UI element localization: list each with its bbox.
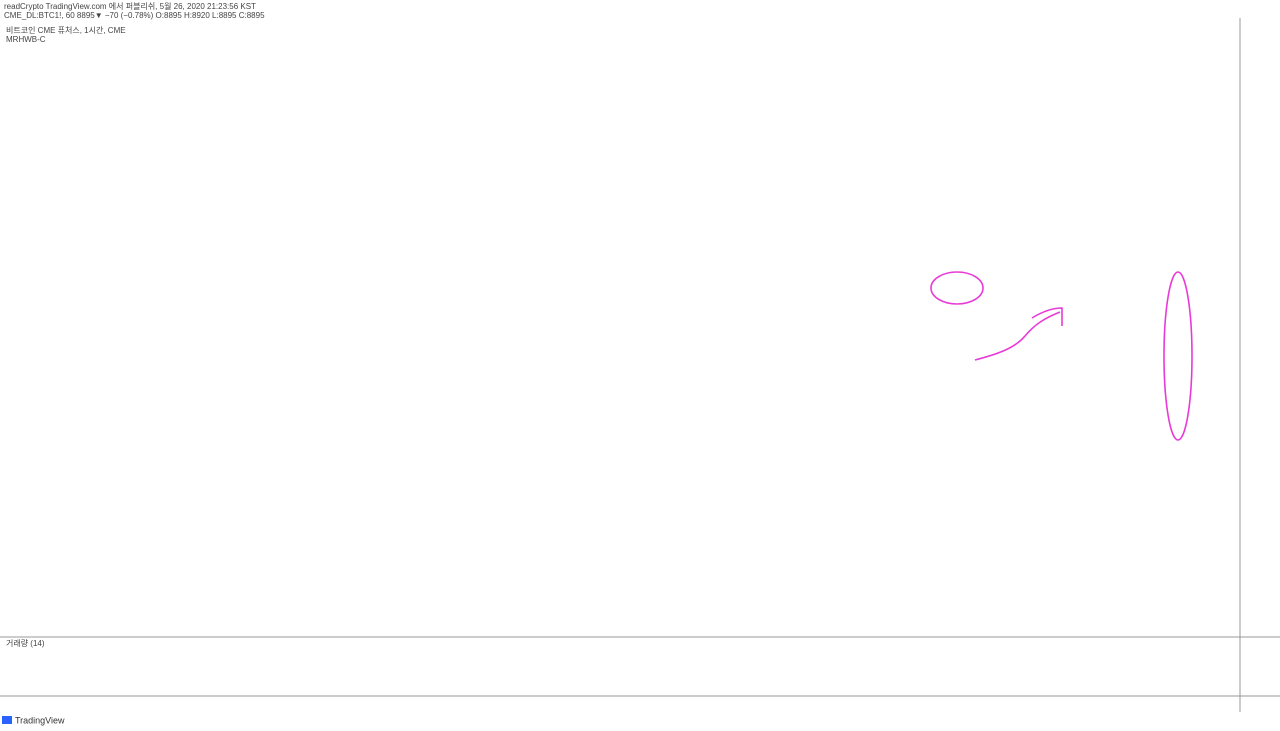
axes [0,18,1280,712]
indicator-name: MRHWB-C [6,35,46,44]
symbol-line: CME_DL:BTC1!, 60 8895▼ −70 (−0.78%) O:88… [4,11,265,20]
oval-drawing [1163,271,1193,441]
footer-logo: TradingView [15,715,65,725]
hand-drawings [930,271,1193,441]
circle-drawing [930,271,984,305]
arrow-head-drawing [1031,307,1063,326]
chart-title: 비트코인 CME 퓨처스, 1시간, CME [6,25,126,35]
arrow-drawing [974,311,1061,361]
volume-title: 거래량 (14) [6,638,45,648]
source: readCrypto TradingView.com 에서 퍼블리쉬, 5월 2… [4,1,256,11]
logo-mark [2,716,12,724]
